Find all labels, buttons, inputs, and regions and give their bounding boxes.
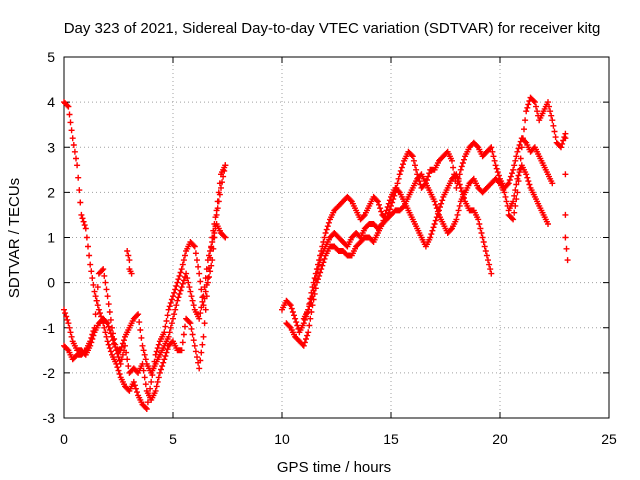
series-markers [279, 135, 556, 336]
y-tick-label: -3 [43, 410, 56, 426]
y-tick-label: 2 [47, 184, 55, 200]
y-tick-label: -1 [43, 320, 56, 336]
series-trace-h [505, 94, 571, 264]
x-tick-label: 10 [274, 431, 290, 447]
x-tick-label: 5 [169, 431, 177, 447]
y-axis-ticks: -3 -2 -1 0 1 2 3 4 5 [43, 49, 609, 426]
y-tick-label: 5 [47, 49, 55, 65]
series-markers [300, 162, 551, 322]
series-trace-d [124, 248, 135, 277]
x-tick-label: 15 [383, 431, 399, 447]
y-tick-label: 3 [47, 139, 55, 155]
series-trace-c [61, 162, 229, 403]
series-trace-a [61, 99, 229, 412]
series-trace-g [300, 162, 551, 322]
series-markers [61, 99, 229, 412]
x-tick-label: 25 [601, 431, 617, 447]
y-tick-label: -2 [43, 365, 56, 381]
series-trace-f [283, 171, 495, 349]
y-tick-label: 4 [47, 94, 55, 110]
series-trace-e [279, 135, 556, 336]
series-markers [124, 248, 135, 277]
series-markers [61, 162, 229, 403]
data-series-layer [61, 94, 571, 412]
series-markers [283, 171, 495, 349]
x-tick-label: 20 [492, 431, 508, 447]
chart-title: Day 323 of 2021, Sidereal Day-to-day VTE… [64, 20, 601, 37]
x-axis-title: GPS time / hours [277, 459, 391, 476]
y-tick-label: 1 [47, 230, 55, 246]
x-axis-ticks: 0 5 10 15 20 25 [60, 57, 617, 447]
y-axis-title: SDTVAR / TECUs [6, 178, 23, 298]
series-markers [505, 94, 571, 264]
x-tick-label: 0 [60, 431, 68, 447]
y-tick-label: 0 [47, 275, 55, 291]
